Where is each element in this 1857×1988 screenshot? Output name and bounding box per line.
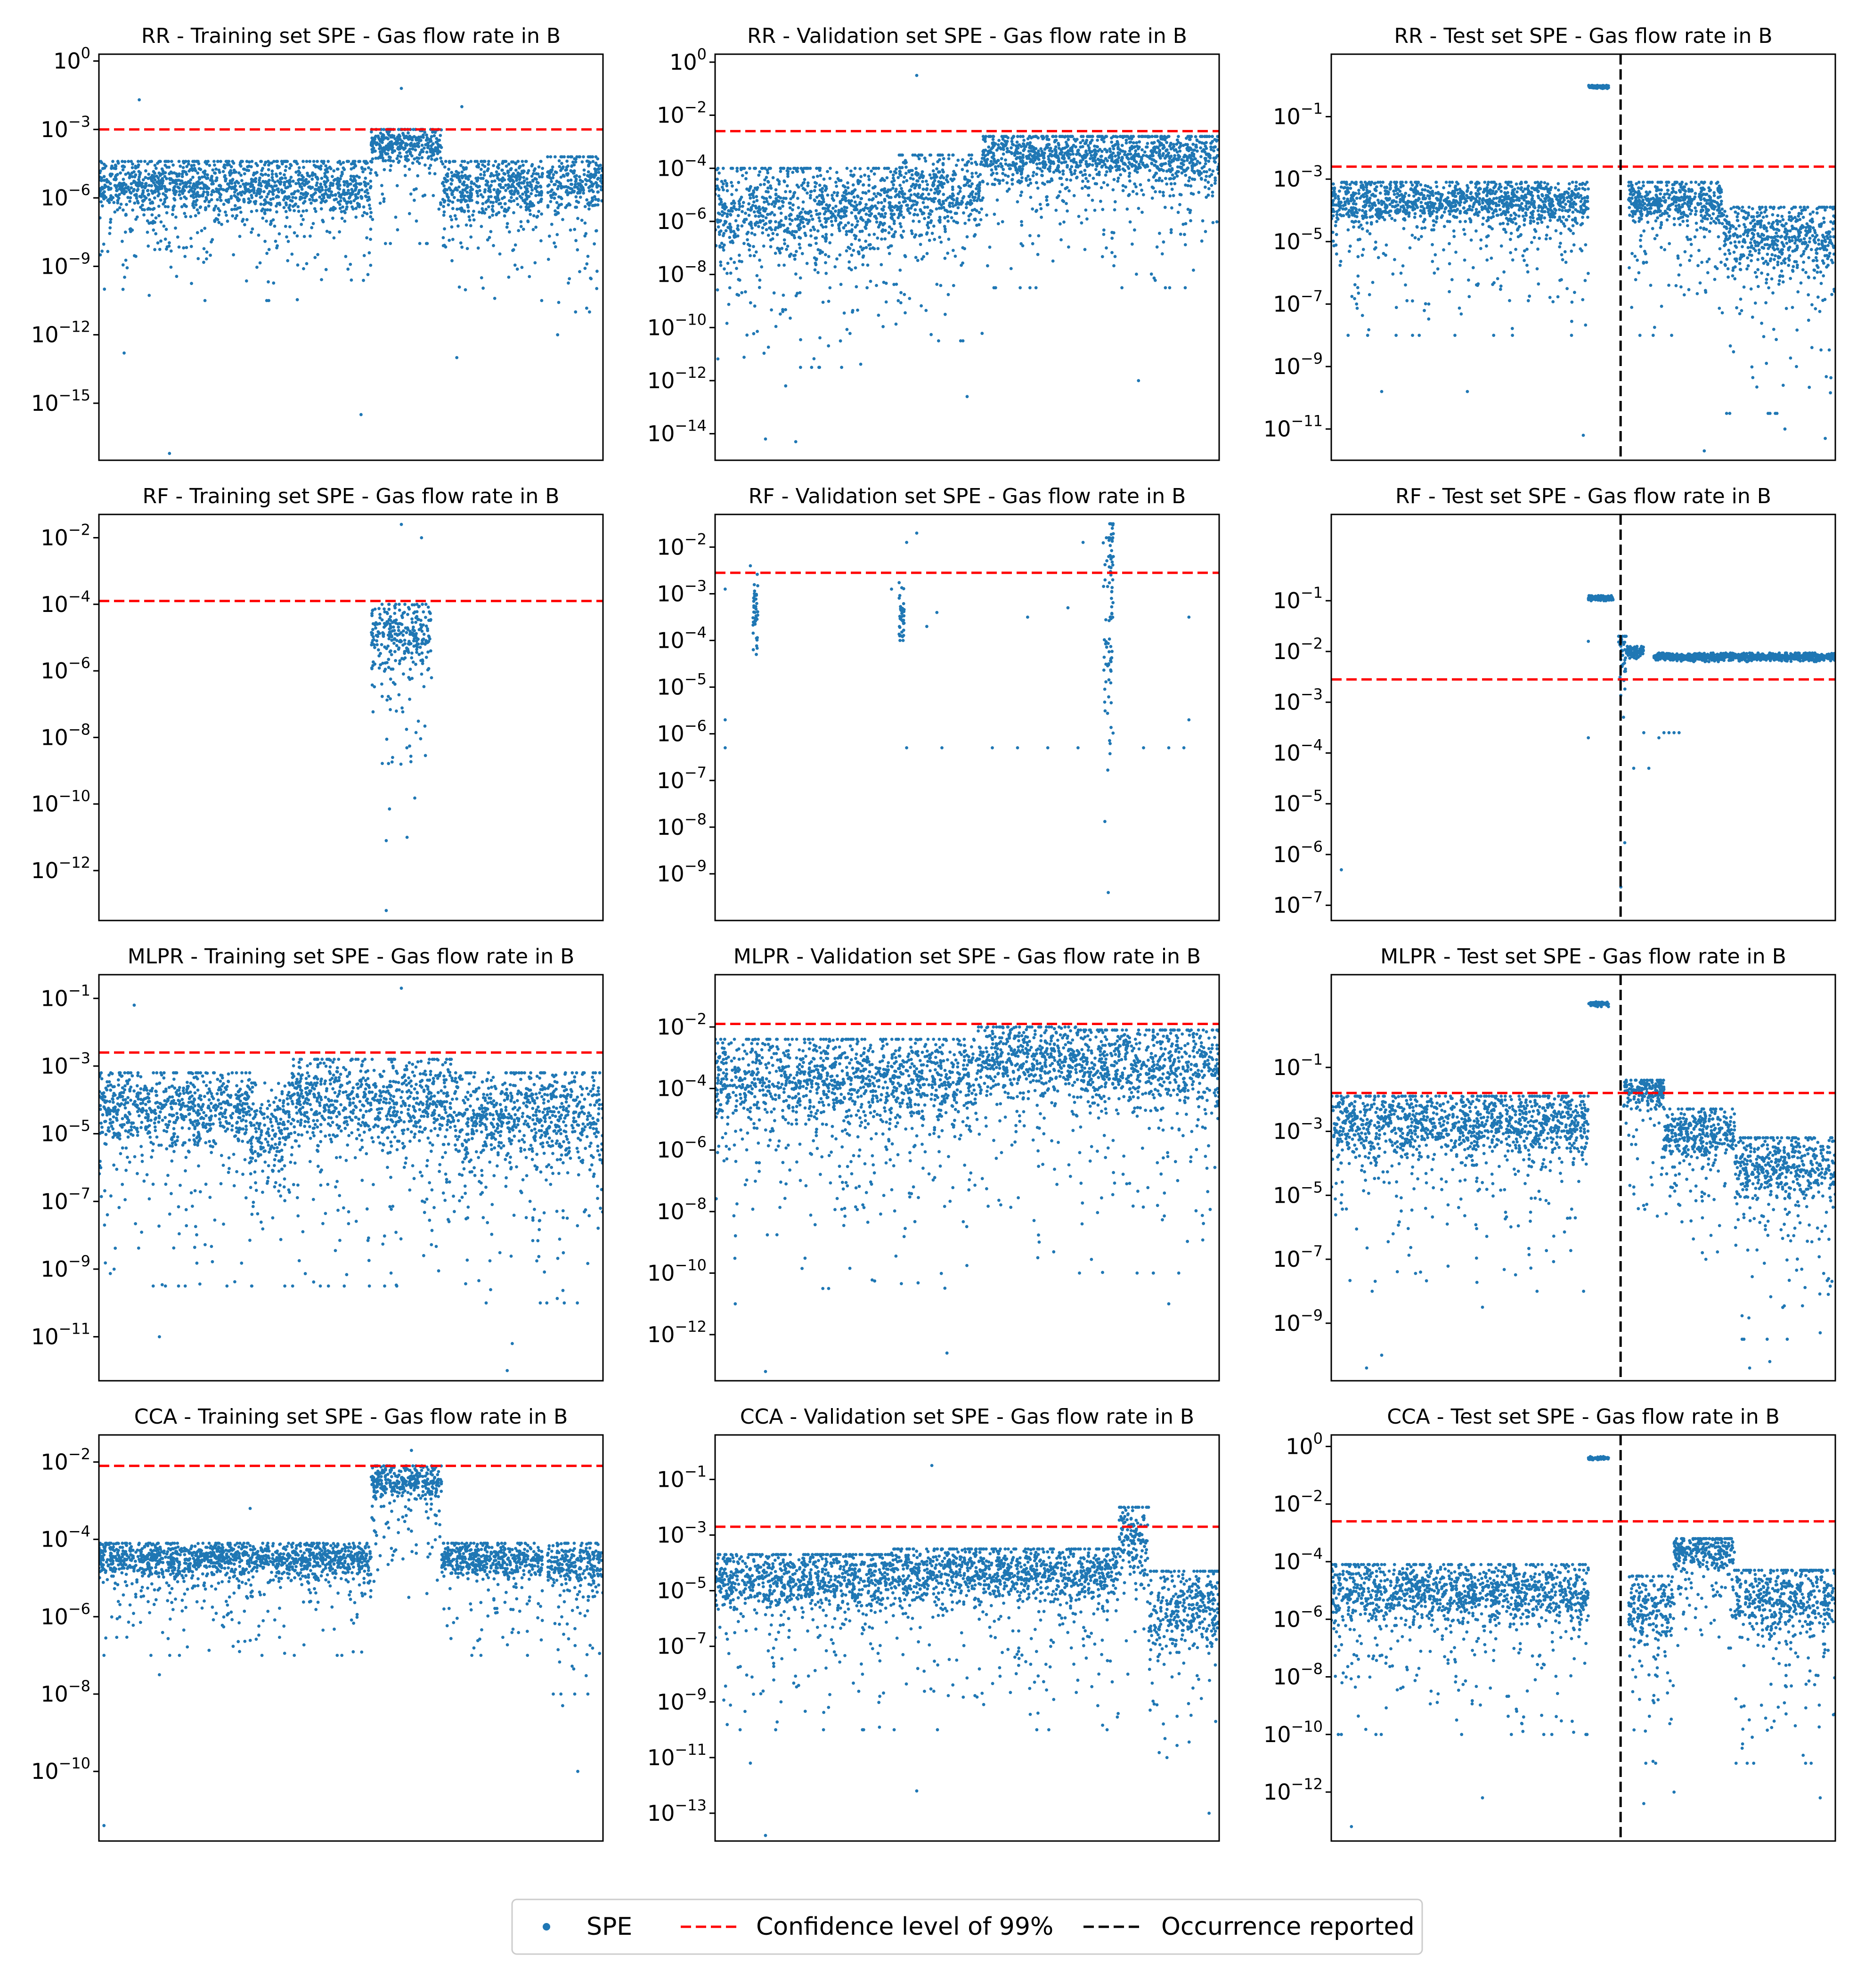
legend-marker-spe bbox=[543, 1923, 550, 1931]
subplot-title: MLPR - Training set SPE - Gas flow rate … bbox=[128, 945, 575, 969]
subplot-title: MLPR - Validation set SPE - Gas flow rat… bbox=[733, 945, 1201, 969]
legend-label-occurrence: Occurrence reported bbox=[1161, 1913, 1415, 1941]
subplot-title: CCA - Training set SPE - Gas flow rate i… bbox=[134, 1405, 568, 1429]
legend-label-confidence: Confidence level of 99% bbox=[756, 1913, 1053, 1941]
legend-label-spe: SPE bbox=[586, 1913, 632, 1941]
subplot-title: RF - Test set SPE - Gas flow rate in B bbox=[1395, 484, 1771, 508]
subplot-title: RF - Validation set SPE - Gas flow rate … bbox=[749, 484, 1186, 508]
subplot-title: RR - Training set SPE - Gas flow rate in… bbox=[141, 24, 561, 48]
subplot-title: CCA - Validation set SPE - Gas flow rate… bbox=[740, 1405, 1194, 1429]
subplot-title: CCA - Test set SPE - Gas flow rate in B bbox=[1387, 1405, 1780, 1429]
subplot-title: MLPR - Test set SPE - Gas flow rate in B bbox=[1380, 945, 1786, 969]
subplot-title: RR - Validation set SPE - Gas flow rate … bbox=[747, 24, 1187, 48]
subplot-title: RR - Test set SPE - Gas flow rate in B bbox=[1394, 24, 1772, 48]
legend: SPE Confidence level of 99% Occurrence rep… bbox=[512, 1899, 1422, 1954]
subplot-title: RF - Training set SPE - Gas flow rate in… bbox=[143, 484, 560, 508]
